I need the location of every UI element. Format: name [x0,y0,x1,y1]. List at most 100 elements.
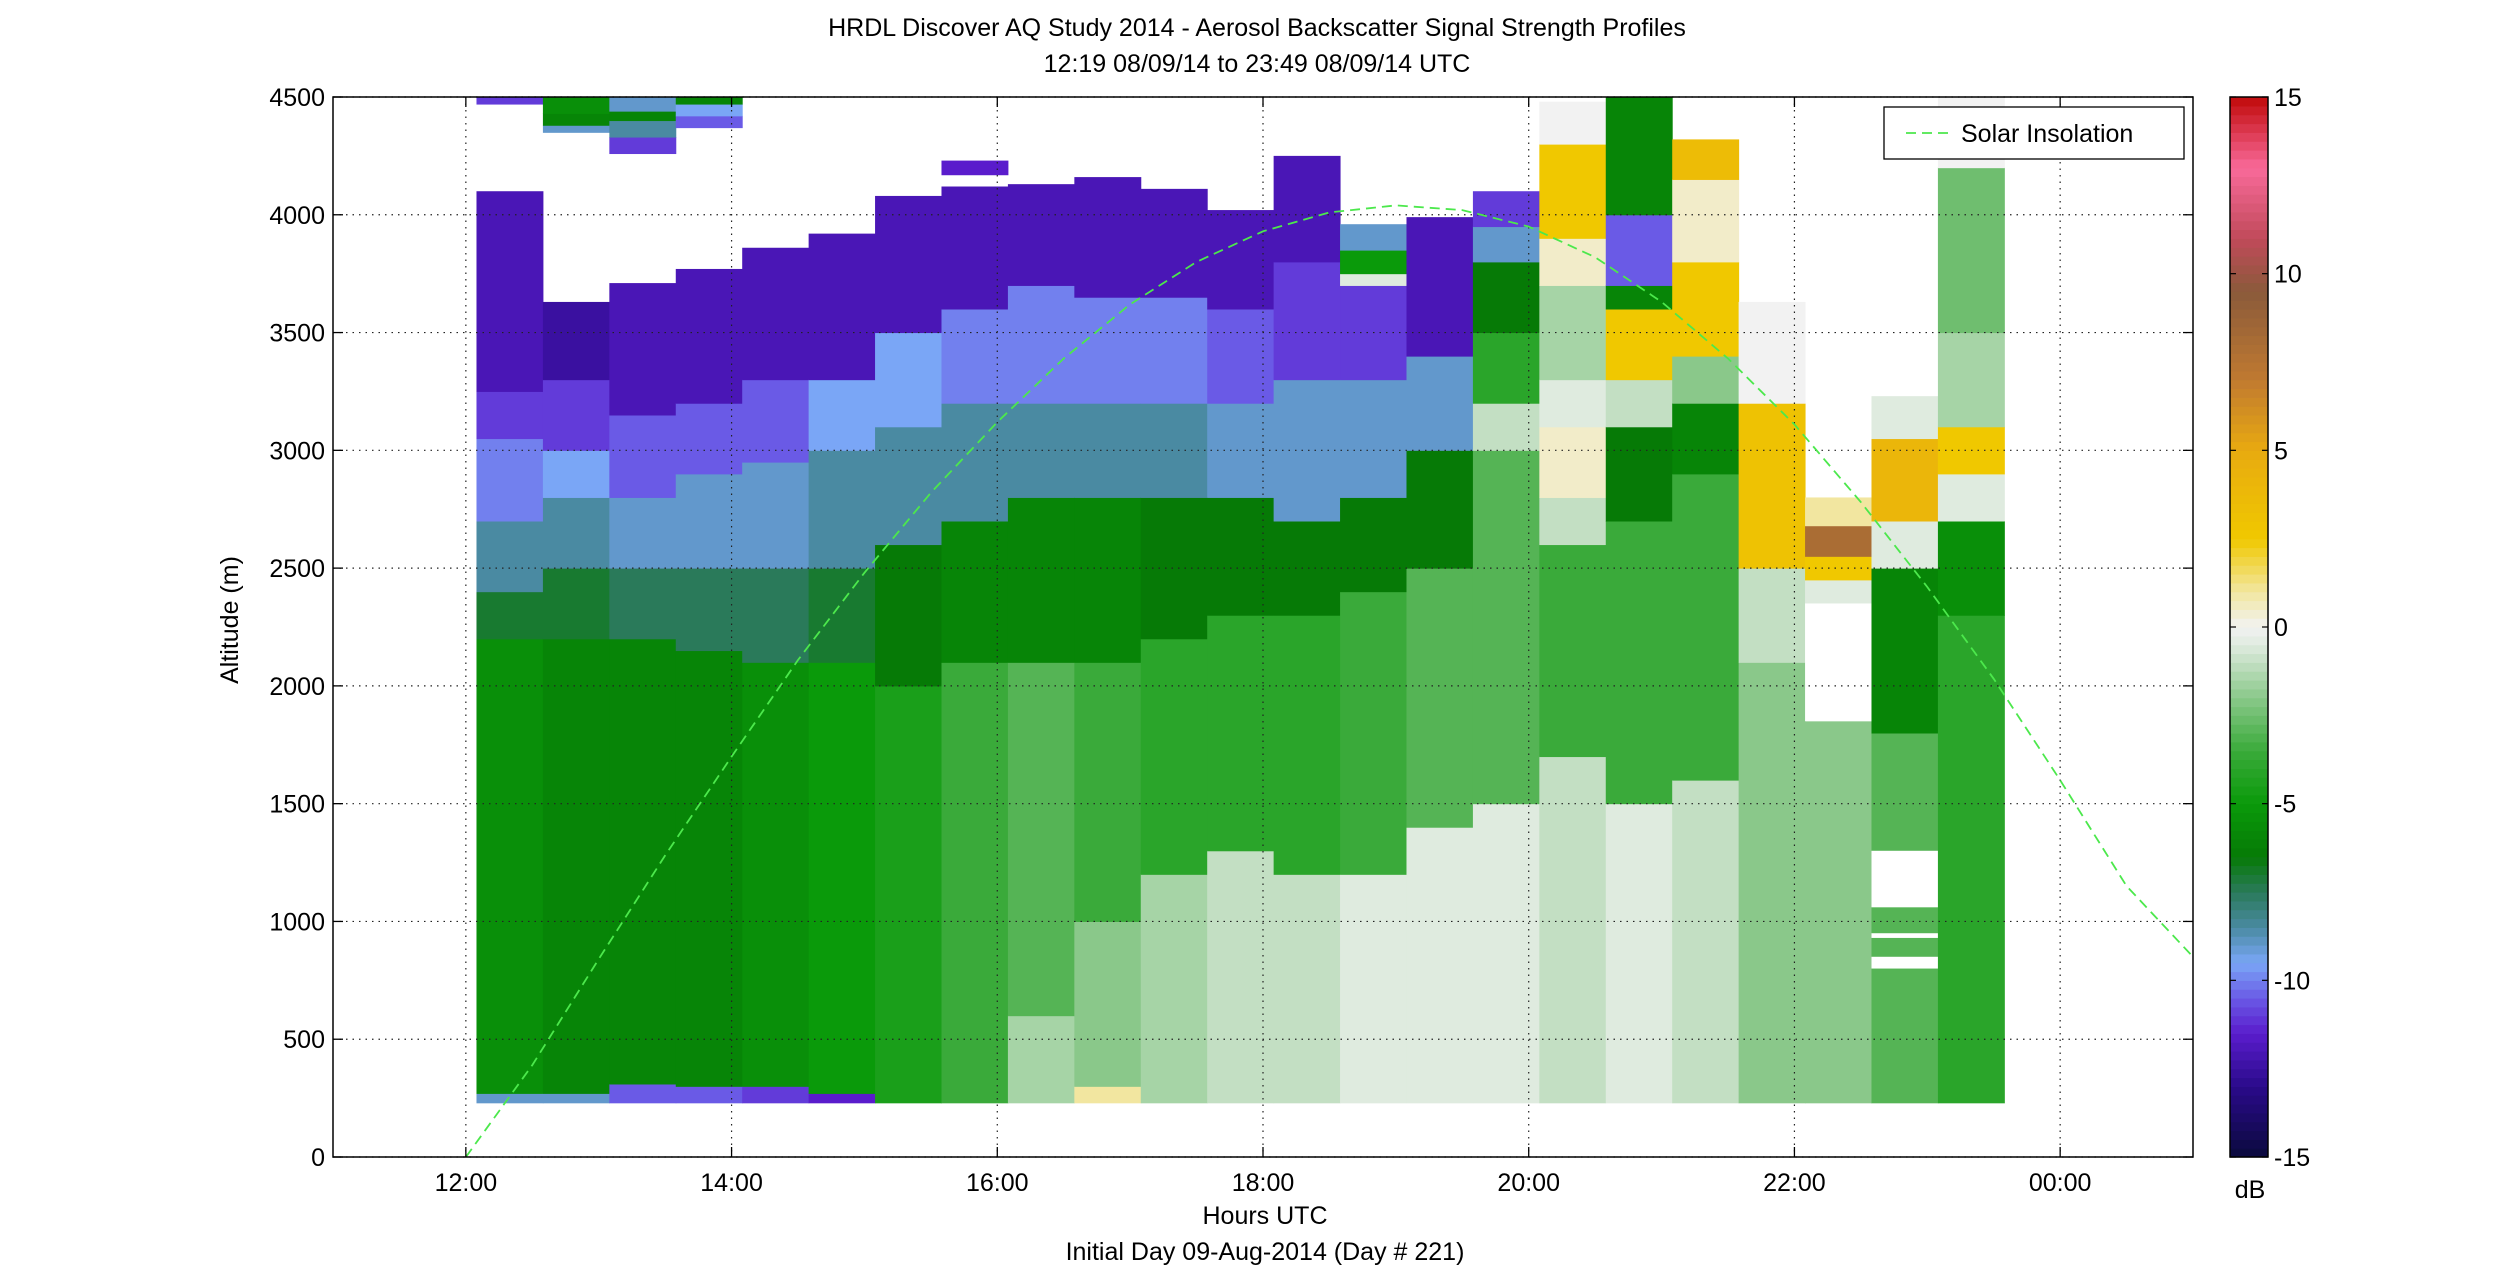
colorbar-segment [2230,962,2268,973]
legend-label: Solar Insolation [1961,120,2133,148]
colorbar-segment [2230,821,2268,831]
backscatter-cell [675,650,743,1087]
profile-column [1406,217,1474,1104]
backscatter-cell [1539,238,1607,286]
colorbar-segment [2230,1024,2268,1034]
colorbar-segment [2230,1130,2268,1140]
backscatter-cell [808,662,876,1094]
backscatter-cell [1273,874,1341,1104]
y-tick-label: 3500 [269,320,325,348]
colorbar-segment [2230,503,2268,513]
grid-lines [333,96,2193,1158]
x-tick-label: 22:00 [1763,1169,1826,1197]
colorbar-segment [2230,203,2268,213]
colorbar-segment [2230,733,2268,743]
colorbar-segment [2230,185,2268,195]
backscatter-cell [542,450,610,498]
backscatter-cell [1472,261,1540,334]
x-tick-label: 20:00 [1497,1169,1560,1197]
backscatter-cell [1805,579,1872,604]
backscatter-cell [1539,426,1607,498]
backscatter-cell [875,332,942,428]
backscatter-cell [1472,226,1540,263]
backscatter-cell [476,591,544,640]
colorbar-segment [2230,1077,2268,1087]
backscatter-cell [1273,379,1341,522]
colorbar-segment [2230,529,2268,540]
backscatter-cell [542,638,610,1094]
backscatter-cell [1937,615,2005,1104]
backscatter-cell [1007,662,1075,1017]
profile-column [1140,188,1208,1104]
backscatter-cell [1871,438,1939,522]
colorbar-segment [2230,706,2268,716]
backscatter-cell [1207,210,1275,310]
backscatter-cell [1605,426,1673,522]
backscatter-cell [1472,403,1540,451]
colorbar-segment [2230,450,2268,460]
backscatter-cell [542,125,610,133]
colorbar-segment [2230,918,2268,928]
backscatter-cell [609,1083,677,1104]
backscatter-cell [1605,285,1673,310]
colorbar-segment [2230,362,2268,372]
colorbar-segment [2230,468,2268,478]
colorbar-segment [2230,715,2268,725]
backscatter-cell [941,186,1009,310]
y-axis-label: Altitude (m) [216,556,244,684]
backscatter-cell [941,521,1009,663]
backscatter-cell [1140,874,1208,1104]
colorbar-segment [2230,609,2268,619]
backscatter-cell [675,115,743,129]
colorbar-tick-label: -5 [2274,791,2296,819]
backscatter-cell [875,544,942,687]
backscatter-cell [1539,379,1607,428]
backscatter-cell [742,662,810,1087]
legend[interactable]: Solar Insolation [1883,106,2185,160]
backscatter-cell [609,568,677,640]
backscatter-cell [1406,217,1474,357]
colorbar-segment [2230,1086,2268,1096]
y-tick-label: 4500 [269,84,325,112]
colorbar-segment [2230,494,2268,504]
colorbar-segment [2230,97,2268,107]
backscatter-cell [1738,403,1806,569]
colorbar-segment [2230,1139,2268,1149]
backscatter-cell [1406,568,1474,828]
backscatter-cell [609,497,677,569]
backscatter-cell [476,191,544,392]
backscatter-cell [1207,850,1275,1104]
colorbar-segment [2230,591,2268,602]
colorbar-segment [2230,565,2268,575]
colorbar-segment [2230,989,2268,999]
backscatter-cell [1937,332,2005,428]
colorbar-segment [2230,512,2268,522]
y-tick-label: 3000 [269,437,325,465]
backscatter-cell [609,111,677,122]
colorbar-segment [2230,406,2268,416]
y-tick-label: 1000 [269,908,325,936]
backscatter-cell [675,568,743,652]
chart-subtitle: 12:19 08/09/14 to 23:49 08/09/14 UTC [1044,50,1471,78]
axes: 0 500 1000 1500 2000 2500 3000 3500 4000 4500 12:0… [269,84,2194,1197]
backscatter-cell [1074,1086,1142,1104]
y-tick-label: 2000 [269,673,325,701]
backscatter-cell [609,120,677,138]
backscatter-cell [1140,188,1208,298]
profile-column [1074,177,1142,1104]
colorbar-segment [2230,141,2268,151]
colorbar-segment [2230,936,2268,946]
colorbar-segment [2230,1068,2268,1079]
colorbar-segment [2230,114,2268,125]
backscatter-cell [941,403,1009,522]
backscatter-cell [875,685,942,1104]
backscatter-cell [1738,568,1806,663]
backscatter-cell [1140,297,1208,404]
backscatter-cell [1074,297,1142,404]
backscatter-cell [808,450,876,569]
backscatter-cell [808,568,876,663]
y-tick-label: 2500 [269,555,325,583]
profile-column [1672,139,1740,1104]
colorbar-segment [2230,794,2268,805]
backscatter-cell [1406,450,1474,569]
